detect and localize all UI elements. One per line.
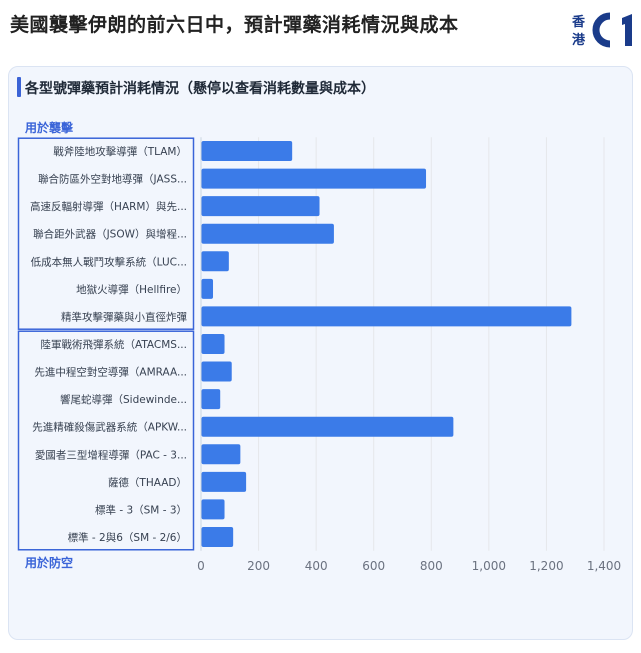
bar[interactable] (201, 526, 234, 547)
category-label: 先進精確殺傷武器系統（APKW... (32, 421, 187, 434)
bar[interactable] (201, 141, 293, 161)
bar[interactable] (201, 168, 427, 189)
bar[interactable] (201, 416, 454, 437)
group-bracket (17, 137, 195, 330)
card-title-accent (17, 77, 21, 97)
x-tick-label: 200 (247, 559, 270, 573)
category-label: 戰斧陸地攻擊導彈（TLAM） (53, 145, 187, 158)
category-label: 標準 - 2與6（SM - 2/6） (68, 531, 187, 544)
logo-one-shape (622, 14, 632, 46)
chart-card (8, 66, 633, 640)
x-tick-label: 600 (362, 559, 385, 573)
bar[interactable] (201, 471, 247, 492)
x-tick-label: 1,200 (529, 559, 563, 573)
group-label: 用於防空 (24, 555, 73, 570)
bar[interactable] (201, 389, 221, 410)
group-label: 用於襲擊 (24, 120, 74, 135)
category-label: 高速反輻射導彈（HARM）與先... (30, 200, 187, 213)
category-label: 地獄火導彈（Hellfire） (76, 283, 187, 296)
category-label: 聯合防區外空對地導彈（JASS... (38, 173, 187, 186)
category-label: 低成本無人戰鬥攻擊系統（LUC... (31, 255, 187, 268)
bar[interactable] (201, 306, 572, 327)
category-label: 聯合距外武器（JSOW）與增程... (33, 228, 187, 241)
x-tick-label: 1,000 (472, 559, 506, 573)
category-label: 精準攻擊彈藥與小直徑炸彈 (61, 310, 187, 323)
card-title: 各型號彈藥預計消耗情況（懸停以查看消耗數量與成本） (25, 81, 375, 97)
logo-text-line1: 香 (571, 14, 586, 30)
bar[interactable] (201, 278, 214, 299)
group-bracket (17, 330, 195, 551)
category-label: 薩德（THAAD） (108, 476, 187, 489)
bar[interactable] (201, 444, 241, 465)
bar[interactable] (201, 196, 320, 217)
logo-zero-shape (592, 12, 611, 48)
category-label: 標準 - 3（SM - 3） (95, 503, 187, 516)
x-tick-label: 0 (197, 559, 205, 573)
category-label: 愛國者三型增程導彈（PAC - 3... (35, 448, 187, 461)
category-label: 陸軍戰術飛彈系統（ATACMS... (40, 338, 187, 351)
x-tick-label: 1,400 (587, 559, 621, 573)
page-title: 美國襲擊伊朗的前六日中，預計彈藥消耗情況與成本 (10, 14, 459, 36)
logo-text-line2: 港 (572, 32, 586, 48)
hk01-logo: 香 港 (571, 12, 632, 48)
bar[interactable] (201, 251, 229, 272)
category-label: 響尾蛇導彈（Sidewinde... (60, 393, 187, 406)
category-label: 先進中程空對空導彈（AMRAA... (34, 366, 187, 379)
bar[interactable] (201, 333, 225, 354)
x-tick-label: 400 (305, 559, 328, 573)
bar[interactable] (201, 223, 334, 244)
bar[interactable] (201, 361, 232, 382)
bar[interactable] (201, 499, 225, 520)
x-tick-label: 800 (420, 559, 443, 573)
